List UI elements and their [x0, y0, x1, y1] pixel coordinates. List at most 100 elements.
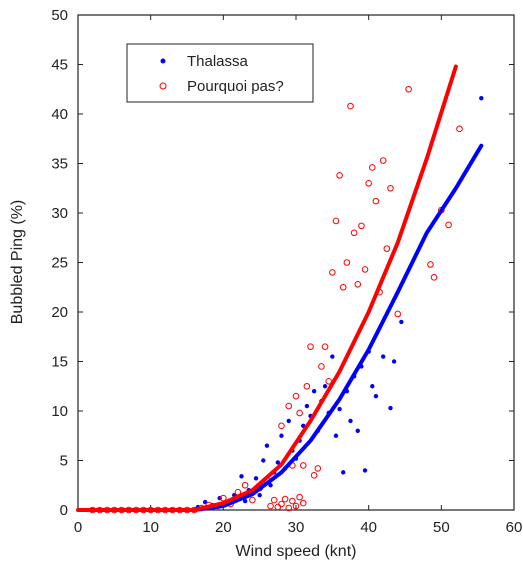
thalassa-point	[337, 406, 342, 412]
legend-marker-thalassa	[160, 58, 166, 64]
y-axis-title: Bubbled Ping (%)	[9, 200, 26, 325]
thalassa-fit-line	[192, 143, 484, 512]
legend-label-thalassa: Thalassa	[187, 53, 249, 70]
pourquoi-pas-point	[314, 465, 322, 472]
pourquoi-pas-point	[299, 462, 307, 469]
pourquoi-pas-point	[369, 164, 376, 171]
legend-label-pourquoi-pas: Pourquoi pas?	[187, 78, 284, 95]
x-tick-label: 10	[142, 519, 159, 536]
pourquoi-pas-point	[270, 496, 278, 504]
pourquoi-pas-point	[445, 221, 452, 229]
x-tick-label: 40	[360, 519, 377, 536]
pourquoi-pas-point	[394, 310, 402, 318]
thalassa-point	[264, 443, 270, 448]
thalassa-point	[330, 354, 335, 359]
pourquoi-pas-point	[292, 392, 300, 400]
pourquoi-pas-point	[281, 495, 289, 503]
x-axis-title: Wind speed (knt)	[236, 543, 357, 560]
pourquoi-pas-point	[241, 481, 249, 489]
y-tick-label: 40	[51, 106, 68, 123]
series-layer	[76, 64, 484, 514]
y-tick-label: 10	[51, 403, 68, 420]
legend-box	[126, 43, 314, 103]
y-tick-label: 45	[51, 57, 68, 74]
pourquoi-pas-point	[339, 283, 347, 291]
thalassa-point	[242, 498, 248, 504]
legend: Thalassa Pourquoi pas?	[126, 43, 314, 103]
x-tick-label: 60	[506, 519, 523, 536]
pourquoi-pas-fit-line	[76, 64, 458, 512]
pourquoi-pas-point	[285, 504, 293, 512]
pourquoi-pas-point	[336, 172, 343, 179]
thalassa-point	[391, 359, 397, 364]
y-tick-label: 15	[51, 354, 68, 371]
thalassa-point	[370, 384, 375, 389]
y-tick-label: 20	[51, 304, 68, 321]
thalassa-point	[268, 483, 273, 488]
pourquoi-pas-point	[427, 261, 434, 268]
pourquoi-pas-point	[303, 382, 311, 390]
thalassa-point	[286, 418, 291, 424]
thalassa-point	[388, 405, 393, 411]
pourquoi-pas-point	[387, 184, 394, 192]
pourquoi-pas-point	[321, 343, 329, 350]
thalassa-point	[311, 389, 317, 394]
pourquoi-pas-point	[278, 422, 285, 430]
pourquoi-pas-point	[296, 409, 303, 417]
thalassa-point	[355, 428, 360, 433]
pourquoi-pas-point	[405, 85, 412, 93]
pourquoi-pas-point	[285, 402, 293, 410]
thalassa-point	[257, 492, 262, 498]
thalassa-point	[399, 319, 404, 325]
x-tick-label: 50	[433, 519, 450, 536]
pourquoi-pas-point	[347, 102, 354, 110]
pourquoi-pas-point	[332, 217, 340, 225]
pourquoi-pas-point	[343, 259, 351, 266]
y-axis: 0 5 10 15 20 25 30 35 40 45 50	[51, 7, 514, 519]
pourquoi-pas-point	[278, 500, 285, 508]
thalassa-point	[304, 403, 310, 409]
y-tick-label: 35	[51, 156, 68, 173]
thalassa-point	[479, 95, 484, 101]
pourquoi-pas-point	[249, 496, 256, 504]
pourquoi-pas-point	[372, 197, 380, 205]
thalassa-point	[381, 354, 386, 359]
pourquoi-pas-point	[292, 502, 300, 510]
pourquoi-pas-point	[318, 363, 325, 370]
thalassa-point	[373, 393, 379, 399]
pourquoi-pas-point	[267, 502, 274, 510]
pourquoi-pas-point	[307, 343, 314, 350]
thalassa-point	[253, 476, 259, 481]
thalassa-point	[279, 433, 284, 438]
x-tick-label: 20	[215, 519, 232, 536]
pourquoi-pas-point	[358, 222, 365, 230]
thalassa-point	[341, 470, 346, 475]
y-tick-label: 30	[51, 205, 68, 222]
thalassa-point	[333, 433, 339, 438]
pourquoi-pas-point	[365, 180, 372, 187]
pourquoi-pas-point	[354, 280, 362, 288]
thalassa-point	[239, 474, 244, 479]
pourquoi-pas-point	[329, 269, 336, 276]
pourquoi-pas-point	[379, 157, 387, 164]
x-tick-label: 30	[288, 519, 305, 536]
thalassa-point	[275, 460, 281, 465]
pourquoi-pas-point	[296, 493, 303, 501]
y-tick-label: 50	[51, 7, 68, 24]
pourquoi-pas-point	[361, 266, 369, 273]
pourquoi-pas-point	[289, 497, 296, 505]
thalassa-point	[348, 418, 353, 424]
y-tick-label: 25	[51, 255, 68, 272]
pourquoi-pas-point	[350, 229, 358, 237]
thalassa-point	[322, 384, 328, 389]
y-tick-label: 0	[60, 502, 68, 519]
pourquoi-pas-point	[299, 499, 307, 507]
pourquoi-pas-point	[310, 472, 318, 479]
x-tick-label: 0	[74, 519, 82, 536]
pourquoi-pas-point	[430, 274, 438, 281]
x-axis: 0 10 20 30 40 50 60	[74, 15, 523, 536]
legend-marker-pourquoi-pas	[159, 82, 167, 90]
thalassa-point	[261, 458, 266, 463]
pourquoi-pas-point	[383, 245, 391, 252]
